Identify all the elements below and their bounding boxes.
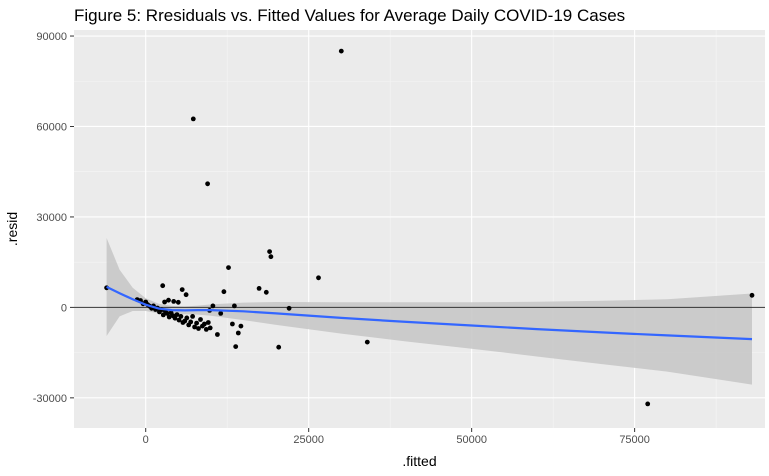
- data-point: [194, 320, 200, 326]
- data-point: [179, 287, 185, 292]
- x-tick-label: 0: [143, 434, 149, 446]
- y-axis-ticks: -30000 0 30000 60000 90000: [33, 31, 74, 405]
- data-point: [286, 305, 292, 311]
- smooth-trend-line: [106, 285, 753, 341]
- data-point: [183, 292, 189, 298]
- data-point: [235, 330, 241, 336]
- data-point: [166, 297, 171, 303]
- data-point: [256, 286, 262, 291]
- data-point: [178, 314, 184, 319]
- data-point: [221, 289, 227, 295]
- data-point: [205, 181, 211, 187]
- data-point: [188, 319, 194, 325]
- data-point: [230, 321, 235, 327]
- data-point: [238, 323, 244, 329]
- y-tick-label: 90000: [36, 31, 67, 43]
- data-point: [338, 48, 344, 54]
- data-point: [316, 275, 321, 281]
- y-axis-title: .resid: [4, 212, 20, 246]
- y-tick-label: 0: [61, 302, 67, 314]
- data-point: [205, 320, 211, 325]
- x-axis-title: .fitted: [402, 453, 436, 469]
- data-point: [226, 265, 231, 270]
- data-point: [268, 254, 274, 260]
- data-point: [190, 314, 196, 319]
- x-tick-label: 50000: [456, 434, 487, 446]
- data-point: [174, 312, 180, 317]
- data-point: [172, 315, 178, 321]
- data-point: [160, 312, 166, 318]
- data-point: [276, 344, 282, 350]
- data-point: [162, 299, 168, 305]
- x-tick-label: 25000: [293, 434, 324, 446]
- data-point: [645, 401, 651, 407]
- data-point: [192, 324, 198, 330]
- data-point: [233, 344, 239, 349]
- x-axis-ticks: 0 25000 50000 75000: [143, 428, 650, 446]
- data-point: [202, 321, 207, 327]
- data-point: [164, 311, 170, 316]
- data-point: [175, 299, 181, 305]
- data-point: [364, 339, 370, 345]
- data-point: [198, 317, 203, 322]
- x-tick-label: 75000: [619, 434, 650, 446]
- data-point: [218, 311, 224, 316]
- data-point: [263, 289, 269, 295]
- data-point: [184, 315, 190, 321]
- data-point: [203, 327, 209, 332]
- data-point: [232, 303, 237, 309]
- data-point: [166, 314, 172, 320]
- data-point: [171, 299, 177, 304]
- confidence-band: [106, 238, 753, 385]
- y-tick-label: 30000: [36, 212, 67, 224]
- data-point: [207, 325, 213, 331]
- data-point: [215, 332, 220, 337]
- data-point: [160, 283, 166, 289]
- data-point: [190, 116, 196, 122]
- y-tick-label: -30000: [33, 393, 67, 405]
- chart-title: Figure 5: Rresiduals vs. Fitted Values f…: [74, 6, 626, 25]
- data-point: [196, 326, 201, 331]
- data-point: [749, 292, 755, 298]
- data-point: [267, 249, 272, 255]
- y-tick-label: 60000: [36, 121, 67, 133]
- data-point: [176, 317, 182, 323]
- data-point: [210, 303, 216, 309]
